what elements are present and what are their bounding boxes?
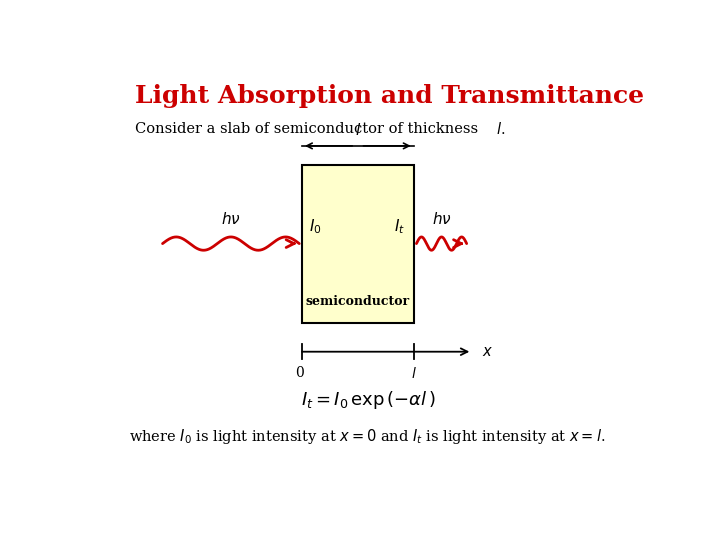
Text: $h\nu$: $h\nu$ <box>431 212 451 227</box>
Text: Light Absorption and Transmittance: Light Absorption and Transmittance <box>135 84 644 107</box>
Text: $h\nu$: $h\nu$ <box>221 212 240 227</box>
Text: $l$: $l$ <box>355 123 361 138</box>
Text: semiconductor: semiconductor <box>306 295 410 308</box>
Text: Consider a slab of semiconductor of thickness: Consider a slab of semiconductor of thic… <box>135 122 482 136</box>
Text: 0: 0 <box>295 366 304 380</box>
Text: $l$.: $l$. <box>495 122 505 137</box>
Text: $I_0$: $I_0$ <box>309 218 321 237</box>
Text: $I_t$: $I_t$ <box>394 218 405 237</box>
Text: where $I_0$ is light intensity at $x = 0$ and $I_t$ is light intensity at $x = l: where $I_0$ is light intensity at $x = 0… <box>129 428 606 447</box>
Bar <box>302 165 413 322</box>
Text: $x$: $x$ <box>482 345 493 359</box>
Text: $I_t = I_0\,\mathrm{exp}\,(-\alpha l\,)$: $I_t = I_0\,\mathrm{exp}\,(-\alpha l\,)$ <box>302 388 436 410</box>
Text: $l$: $l$ <box>410 366 417 381</box>
